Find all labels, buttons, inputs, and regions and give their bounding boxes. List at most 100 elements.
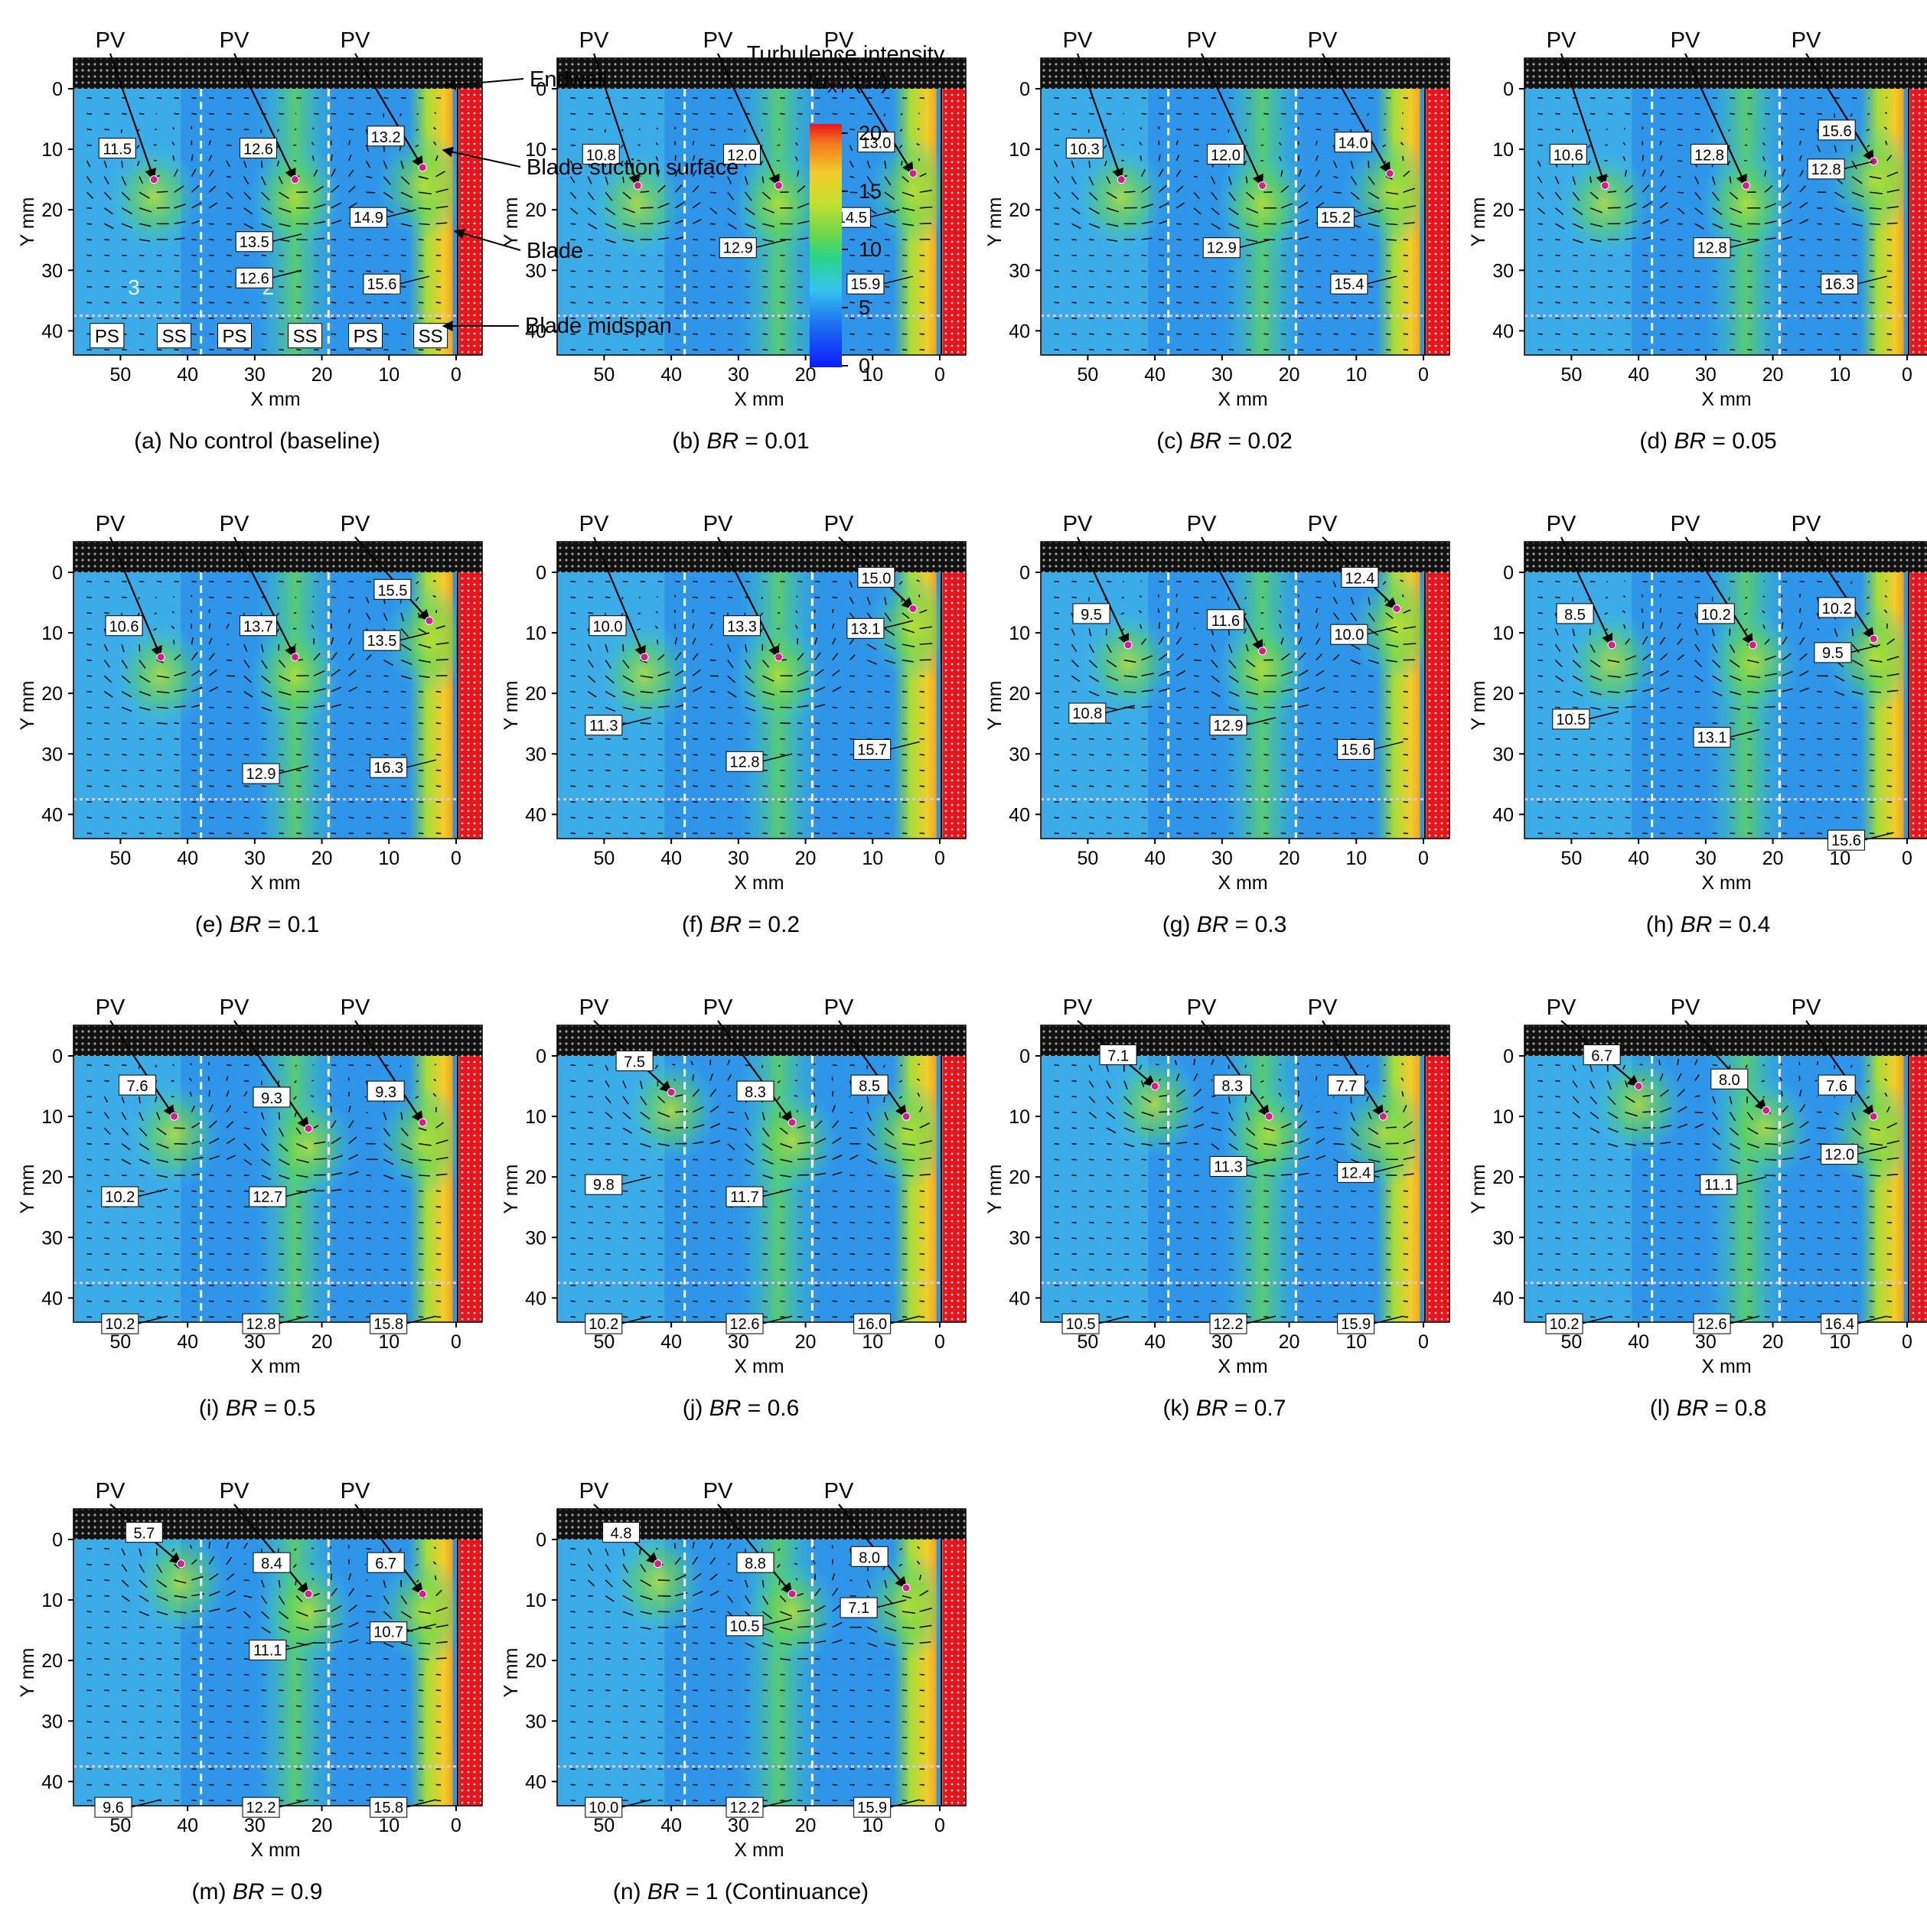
vector bbox=[1590, 643, 1596, 653]
y-tick-label: 40 bbox=[1492, 321, 1514, 342]
vector bbox=[1278, 1078, 1282, 1082]
vector bbox=[139, 239, 151, 243]
annotation-leader bbox=[1365, 626, 1397, 635]
vector bbox=[761, 1127, 770, 1137]
vector bbox=[1176, 97, 1182, 99]
vector bbox=[605, 596, 611, 598]
vector bbox=[1555, 1300, 1560, 1302]
vector bbox=[1867, 596, 1870, 599]
vector bbox=[1316, 1175, 1322, 1177]
vector bbox=[693, 785, 698, 787]
vector bbox=[1246, 223, 1259, 228]
vector bbox=[1660, 754, 1665, 756]
vector bbox=[209, 816, 214, 819]
vector bbox=[797, 112, 803, 115]
pv-arrow bbox=[233, 536, 296, 659]
vector bbox=[1298, 800, 1304, 803]
vector bbox=[261, 1158, 271, 1166]
vector bbox=[86, 1237, 93, 1240]
vector bbox=[1260, 1080, 1264, 1083]
vector bbox=[762, 1300, 768, 1302]
pv-arrow bbox=[354, 53, 424, 169]
vector bbox=[1298, 785, 1304, 787]
pv-core-marker bbox=[908, 169, 918, 178]
vector bbox=[1607, 1300, 1613, 1302]
vector bbox=[348, 185, 356, 193]
vector bbox=[1298, 317, 1304, 320]
vector bbox=[1193, 1106, 1204, 1113]
vector bbox=[1590, 785, 1596, 787]
vector bbox=[814, 1237, 820, 1240]
vector bbox=[174, 1127, 185, 1129]
vortex-core-region bbox=[1215, 148, 1310, 259]
vector bbox=[1244, 597, 1247, 600]
vector bbox=[1246, 706, 1257, 710]
vector bbox=[86, 207, 93, 210]
vector bbox=[1316, 1284, 1322, 1287]
vector bbox=[435, 1173, 448, 1176]
vector bbox=[1228, 1284, 1234, 1287]
vector bbox=[884, 659, 896, 664]
vector bbox=[1747, 1158, 1759, 1163]
vector bbox=[313, 1253, 319, 1256]
vector bbox=[86, 1096, 93, 1098]
vector bbox=[295, 1127, 302, 1135]
vector bbox=[86, 1269, 93, 1271]
vector bbox=[709, 317, 716, 320]
vector bbox=[1403, 626, 1417, 630]
vector bbox=[1555, 285, 1560, 288]
vector bbox=[657, 722, 664, 725]
data-label: 16.3 bbox=[373, 760, 403, 777]
vector bbox=[243, 800, 249, 803]
data-label: 15.9 bbox=[1341, 1316, 1371, 1333]
caption-br: BR bbox=[1190, 428, 1222, 454]
caption-prefix: (e) bbox=[195, 912, 230, 937]
vector bbox=[1747, 706, 1759, 709]
vector bbox=[831, 1105, 836, 1113]
vector bbox=[640, 738, 646, 740]
vector bbox=[1694, 1074, 1700, 1081]
vector bbox=[1071, 160, 1074, 168]
vector bbox=[1869, 659, 1883, 663]
vector bbox=[156, 1316, 162, 1318]
vector bbox=[902, 270, 908, 272]
vector bbox=[761, 1064, 764, 1068]
annotation-leader bbox=[1728, 728, 1760, 738]
vector bbox=[1712, 691, 1723, 697]
vector bbox=[1677, 1253, 1683, 1256]
vector bbox=[570, 1064, 576, 1067]
x-tick-label: 10 bbox=[862, 364, 883, 386]
vector bbox=[657, 112, 664, 115]
vector bbox=[1851, 722, 1857, 725]
vector bbox=[882, 1096, 885, 1103]
value-label-box bbox=[1818, 597, 1856, 618]
vector bbox=[296, 1269, 302, 1271]
pv-label: PV bbox=[1671, 512, 1700, 536]
vector bbox=[1246, 301, 1251, 304]
blade bbox=[1427, 572, 1449, 839]
vector bbox=[1403, 754, 1409, 756]
vector bbox=[331, 738, 337, 740]
data-label: 11.3 bbox=[589, 718, 618, 735]
vector bbox=[1660, 1269, 1665, 1271]
vector bbox=[1764, 220, 1777, 225]
vector bbox=[120, 129, 122, 133]
x-tick-label: 0 bbox=[934, 848, 945, 869]
panel-caption: (g) BR = 0.3 bbox=[1162, 912, 1287, 937]
vector bbox=[139, 317, 145, 320]
vector bbox=[1385, 207, 1399, 210]
vector bbox=[1659, 670, 1669, 676]
vector bbox=[1782, 1122, 1794, 1129]
vector bbox=[884, 832, 890, 835]
vector bbox=[261, 1269, 267, 1271]
vector bbox=[692, 140, 695, 145]
vector bbox=[1175, 140, 1179, 145]
vector bbox=[867, 800, 872, 803]
vector bbox=[570, 1237, 576, 1240]
vector bbox=[1694, 97, 1700, 99]
caption-prefix: (d) bbox=[1639, 428, 1674, 454]
vector bbox=[188, 1077, 193, 1081]
vector bbox=[867, 832, 872, 835]
vector bbox=[761, 597, 764, 600]
vector bbox=[1730, 301, 1735, 304]
